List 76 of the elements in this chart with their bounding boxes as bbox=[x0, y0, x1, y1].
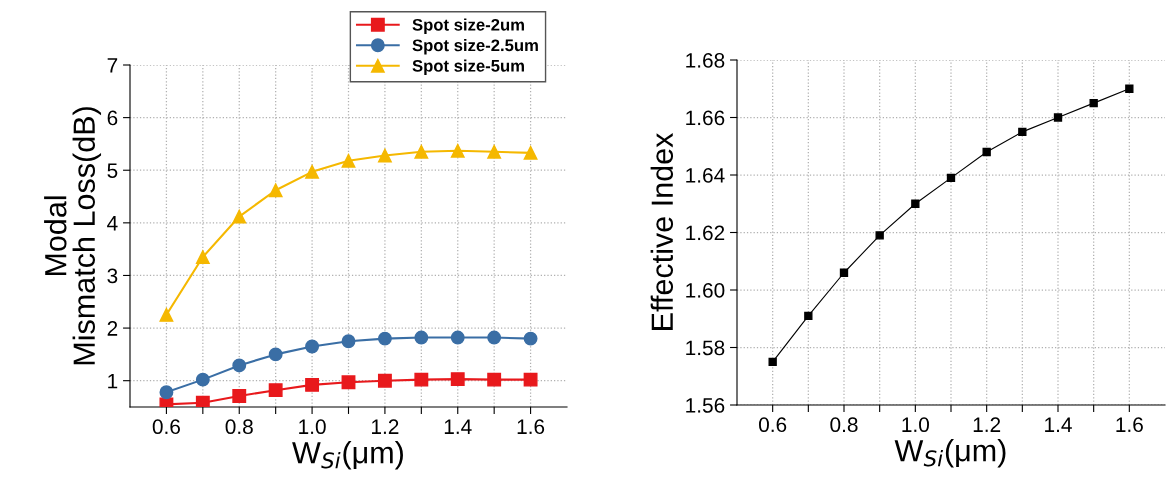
y-axis-title: Modal Mismatch Loss(dB) bbox=[44, 107, 102, 365]
x-tick-label: 1.6 bbox=[1116, 417, 1143, 433]
point bbox=[195, 372, 210, 387]
point bbox=[305, 339, 320, 354]
x-tick-label: 1.2 bbox=[973, 417, 1001, 432]
point bbox=[268, 347, 283, 362]
point bbox=[377, 373, 392, 388]
point bbox=[414, 144, 429, 159]
y-tick-label: 1.64 bbox=[686, 168, 725, 183]
point bbox=[1125, 84, 1134, 93]
point bbox=[523, 331, 538, 346]
x-tick-label: 0.6 bbox=[152, 419, 180, 435]
point bbox=[487, 372, 502, 387]
point bbox=[341, 334, 356, 349]
point bbox=[946, 173, 956, 183]
legend-label: Spot size-2.5um bbox=[412, 38, 538, 55]
point bbox=[875, 231, 884, 240]
point bbox=[1018, 127, 1027, 137]
x-axis-title: W$_{Si}$(μm) bbox=[292, 441, 403, 470]
x-tick-label: 0.8 bbox=[830, 417, 858, 433]
y-tick-label: 6 bbox=[107, 110, 118, 126]
y-tick-label: 1.56 bbox=[686, 398, 725, 413]
x-axis-title: W$_{Si}$(μm) bbox=[894, 439, 1006, 468]
point bbox=[341, 375, 356, 390]
y-tick-label: 4 bbox=[107, 216, 118, 231]
point bbox=[1089, 98, 1098, 108]
y-tick-label: 1.62 bbox=[686, 225, 725, 241]
point bbox=[268, 383, 283, 398]
point bbox=[768, 357, 777, 367]
y-tick-label: 3 bbox=[107, 268, 118, 284]
x-tick-label: 1.2 bbox=[372, 419, 399, 434]
point bbox=[159, 385, 174, 400]
point bbox=[159, 307, 174, 322]
y-tick-label: 2 bbox=[107, 321, 118, 336]
point bbox=[1053, 113, 1063, 122]
point bbox=[232, 389, 247, 403]
y-axis-title: Effective Index bbox=[650, 132, 674, 330]
y-tick-label: 1.58 bbox=[686, 340, 725, 356]
point bbox=[839, 268, 849, 277]
point bbox=[341, 153, 356, 168]
point bbox=[523, 145, 538, 160]
point bbox=[268, 183, 283, 198]
x-tick-label: 1.0 bbox=[299, 419, 326, 435]
x-tick-label: 1.4 bbox=[444, 419, 472, 434]
point bbox=[414, 372, 429, 387]
point bbox=[982, 147, 991, 157]
point bbox=[450, 143, 465, 158]
point bbox=[195, 395, 210, 407]
legend-label: Spot size-5um bbox=[412, 59, 524, 76]
y-tick-label: 1.68 bbox=[686, 53, 725, 68]
point bbox=[414, 330, 429, 345]
point bbox=[487, 330, 502, 345]
point bbox=[523, 372, 538, 387]
legend-label: Spot size-2um bbox=[412, 18, 524, 34]
point bbox=[450, 330, 465, 345]
point bbox=[305, 164, 320, 179]
x-tick-label: 0.6 bbox=[759, 417, 787, 433]
x-tick-label: 1.6 bbox=[517, 419, 545, 435]
point bbox=[377, 331, 392, 346]
point bbox=[450, 372, 465, 387]
point bbox=[377, 148, 392, 163]
point bbox=[487, 144, 502, 159]
y-tick-label: 1 bbox=[108, 373, 118, 389]
x-tick-label: 1.0 bbox=[902, 417, 929, 433]
y-tick-label: 5 bbox=[107, 163, 118, 178]
point bbox=[911, 199, 920, 208]
point bbox=[305, 377, 320, 392]
x-tick-label: 0.8 bbox=[225, 419, 253, 435]
y-tick-label: 1.66 bbox=[686, 110, 725, 126]
x-tick-label: 1.4 bbox=[1045, 417, 1072, 432]
point bbox=[232, 358, 247, 373]
point bbox=[232, 209, 247, 224]
point bbox=[195, 250, 210, 264]
y-tick-label: 7 bbox=[107, 58, 118, 73]
y-tick-label: 1.60 bbox=[686, 283, 725, 298]
point bbox=[804, 311, 813, 321]
